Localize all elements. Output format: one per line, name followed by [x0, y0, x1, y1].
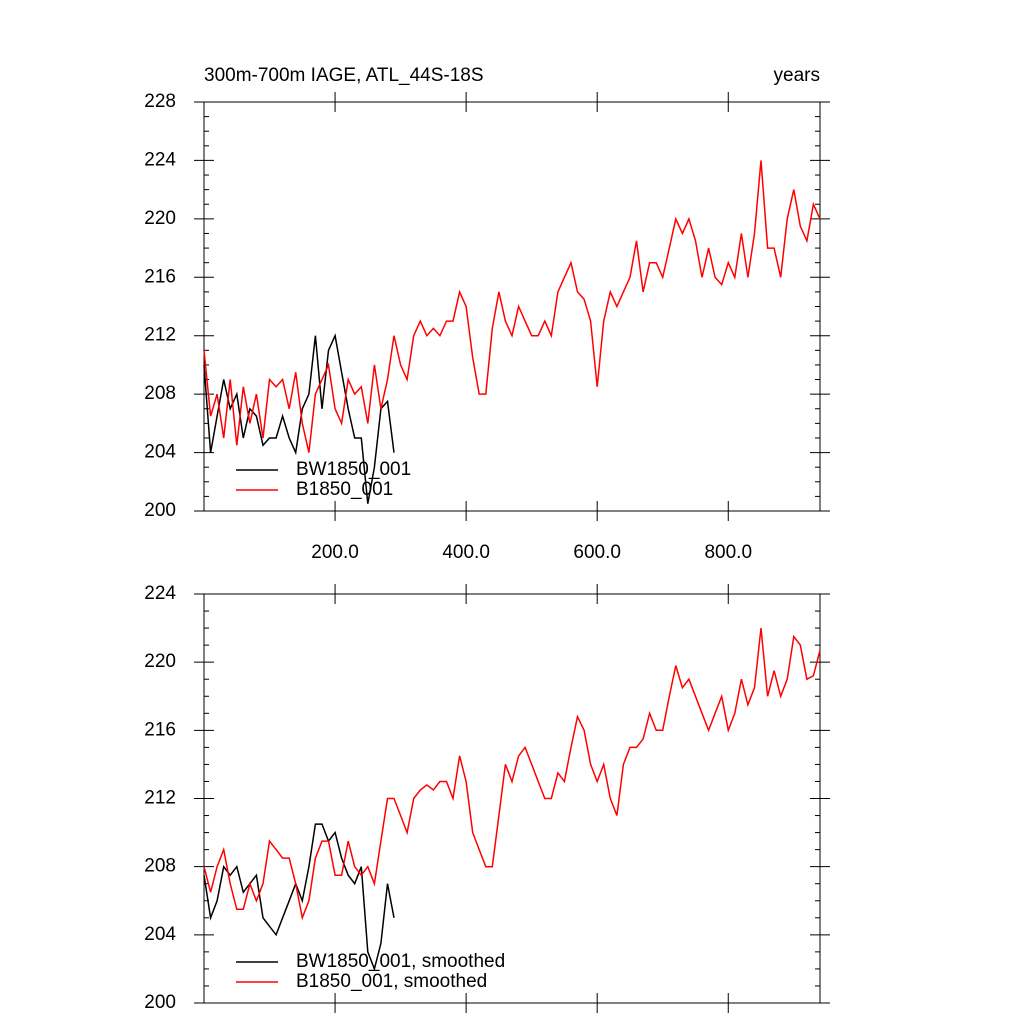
legend-label: BW1850_001 [296, 459, 411, 480]
y-tick-label: 200 [144, 992, 176, 1013]
data-line [203, 823, 395, 972]
data-line [203, 160, 821, 453]
chart-title: 300m-700m IAGE, ATL_44S-18S [204, 65, 484, 86]
data-line [203, 628, 821, 921]
y-tick-label: 208 [144, 383, 176, 404]
y-tick-label: 212 [144, 325, 176, 346]
y-tick-label: 204 [144, 924, 176, 945]
y-tick-label: 224 [144, 583, 176, 604]
data-line [203, 333, 395, 504]
legend-label: BW1850_001, smoothed [296, 951, 505, 972]
x-tick-label: 800.0 [704, 542, 752, 563]
x-tick-label: 600.0 [573, 542, 621, 563]
legend-label: B1850_001 [296, 479, 393, 500]
y-tick-label: 220 [144, 651, 176, 672]
y-tick-label: 228 [144, 91, 176, 112]
units-label: years [774, 65, 820, 86]
x-tick-label: 400.0 [442, 542, 490, 563]
plot-frame [203, 593, 821, 1004]
y-tick-label: 220 [144, 208, 176, 229]
legend-label: B1850_001, smoothed [296, 971, 487, 992]
x-tick-label: 200.0 [311, 542, 359, 563]
y-tick-label: 224 [144, 149, 176, 170]
y-tick-label: 200 [144, 500, 176, 521]
y-tick-label: 204 [144, 442, 176, 463]
y-tick-label: 216 [144, 266, 176, 287]
y-tick-label: 216 [144, 719, 176, 740]
y-tick-label: 208 [144, 856, 176, 877]
y-tick-label: 212 [144, 788, 176, 809]
